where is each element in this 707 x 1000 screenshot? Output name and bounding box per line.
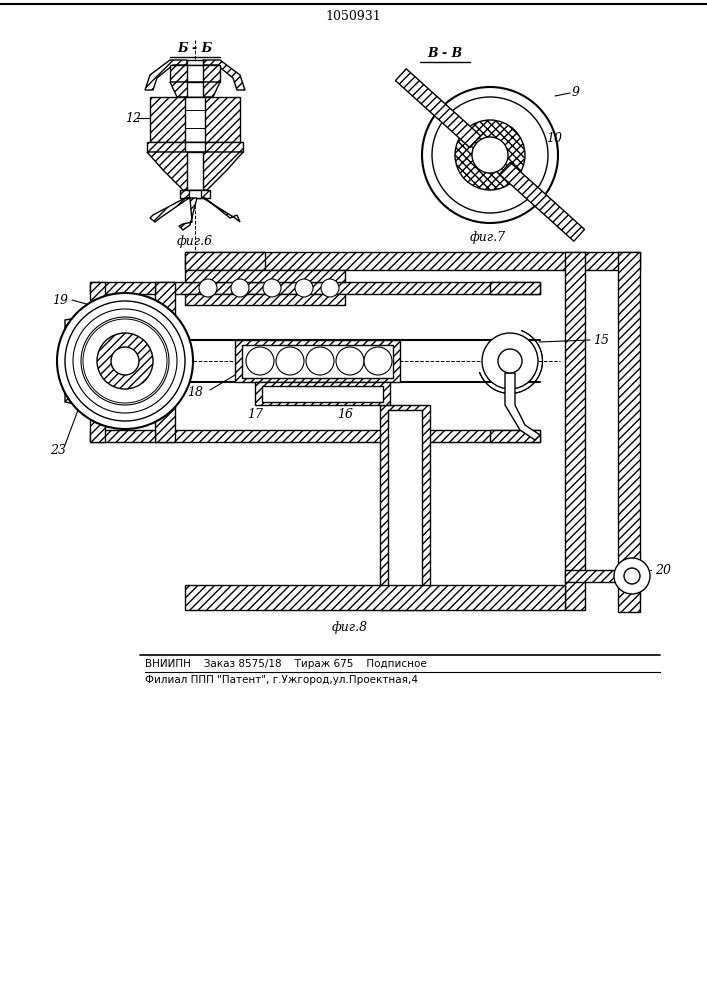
Text: В - В: В - В (427, 47, 462, 60)
Circle shape (81, 317, 169, 405)
Circle shape (306, 347, 334, 375)
Polygon shape (180, 190, 210, 198)
Polygon shape (185, 142, 205, 152)
Text: 17: 17 (247, 408, 263, 422)
Polygon shape (490, 282, 540, 294)
Polygon shape (170, 82, 220, 97)
Text: 19: 19 (52, 294, 68, 306)
Text: 18: 18 (187, 385, 203, 398)
Text: 12: 12 (125, 111, 141, 124)
Circle shape (263, 279, 281, 297)
Circle shape (432, 97, 548, 213)
Polygon shape (145, 60, 187, 90)
Polygon shape (505, 373, 540, 440)
Text: фиг.8: фиг.8 (332, 621, 368, 635)
Polygon shape (242, 345, 393, 378)
Circle shape (111, 347, 139, 375)
Polygon shape (380, 405, 430, 610)
Polygon shape (65, 315, 92, 407)
Circle shape (624, 568, 640, 584)
Polygon shape (618, 252, 640, 612)
Polygon shape (147, 152, 243, 190)
Polygon shape (147, 142, 243, 152)
Text: 10: 10 (546, 131, 562, 144)
Polygon shape (565, 570, 620, 582)
Text: ВНИИПН    Заказ 8575/18    Тираж 675    Подписное: ВНИИПН Заказ 8575/18 Тираж 675 Подписное (145, 659, 427, 669)
Circle shape (97, 333, 153, 389)
Circle shape (199, 279, 217, 297)
Text: Филиал ППП "Патент", г.Ужгород,ул.Проектная,4: Филиал ППП "Патент", г.Ужгород,ул.Проект… (145, 675, 418, 685)
Text: фиг.7: фиг.7 (470, 232, 506, 244)
Polygon shape (187, 82, 203, 97)
Circle shape (231, 279, 249, 297)
Polygon shape (203, 60, 245, 90)
Circle shape (364, 347, 392, 375)
Text: 9: 9 (572, 87, 580, 100)
Circle shape (295, 279, 313, 297)
Polygon shape (490, 430, 540, 442)
Circle shape (336, 347, 364, 375)
Polygon shape (155, 282, 540, 294)
Text: 1050931: 1050931 (325, 9, 381, 22)
Circle shape (422, 87, 558, 223)
Text: 15: 15 (593, 334, 609, 347)
Circle shape (614, 558, 650, 594)
Polygon shape (500, 162, 585, 241)
Polygon shape (187, 152, 203, 190)
Polygon shape (90, 282, 155, 294)
Circle shape (482, 333, 538, 389)
Circle shape (455, 120, 525, 190)
Circle shape (321, 279, 339, 297)
Text: 16: 16 (337, 408, 353, 422)
Polygon shape (185, 270, 345, 282)
Text: Б - Б: Б - Б (177, 42, 213, 55)
Polygon shape (185, 585, 565, 610)
Polygon shape (395, 69, 481, 148)
Polygon shape (187, 65, 203, 82)
Circle shape (57, 293, 193, 429)
Polygon shape (201, 198, 240, 222)
Polygon shape (255, 382, 390, 405)
Circle shape (498, 349, 522, 373)
Polygon shape (170, 65, 220, 82)
Circle shape (276, 347, 304, 375)
Circle shape (65, 301, 185, 421)
Polygon shape (90, 282, 105, 442)
Circle shape (73, 309, 177, 413)
Polygon shape (155, 430, 540, 442)
Polygon shape (565, 252, 585, 610)
Polygon shape (150, 198, 189, 222)
Polygon shape (189, 190, 201, 198)
Polygon shape (185, 252, 640, 270)
Text: 23: 23 (50, 444, 66, 456)
Polygon shape (187, 60, 203, 68)
Polygon shape (155, 282, 175, 442)
Polygon shape (185, 252, 265, 270)
Circle shape (246, 347, 274, 375)
Polygon shape (388, 410, 422, 605)
Polygon shape (185, 97, 205, 142)
Polygon shape (179, 198, 197, 230)
Polygon shape (90, 430, 155, 442)
Text: фиг.6: фиг.6 (177, 235, 213, 248)
Polygon shape (150, 97, 240, 142)
Circle shape (472, 137, 508, 173)
Text: 20: 20 (655, 564, 671, 576)
Polygon shape (262, 386, 383, 402)
Polygon shape (235, 340, 400, 382)
Polygon shape (185, 294, 345, 305)
